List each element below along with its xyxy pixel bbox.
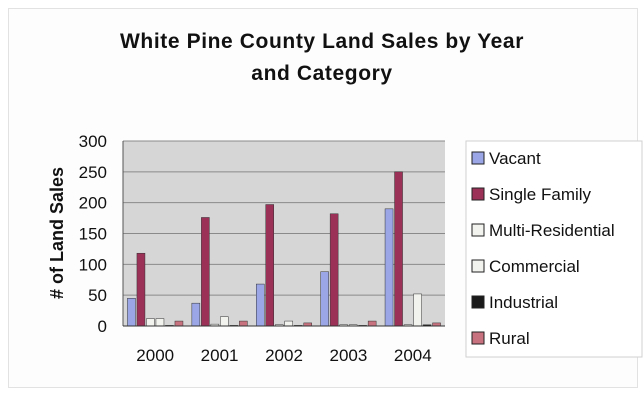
chart-title-line-2: and Category [251, 62, 393, 85]
legend-swatch [471, 223, 485, 237]
y-tick-label: 0 [98, 317, 107, 336]
bars [127, 171, 441, 327]
x-tick-label: 2002 [265, 346, 303, 365]
bar-vacant-2000 [127, 298, 136, 327]
x-tick-label: 2003 [329, 346, 367, 365]
x-tick-label: 2004 [394, 346, 432, 365]
bar-single-family-2002 [265, 204, 274, 327]
x-tick-labels: 2000 2001 2002 2003 2004 [136, 346, 431, 365]
y-tick-label: 50 [88, 286, 107, 305]
bar-vacant-2002 [256, 283, 265, 327]
bar-multi-residential-2000 [146, 318, 155, 327]
legend-swatch [471, 259, 485, 273]
bar-rural-2000 [174, 320, 184, 327]
legend: Vacant Single Family Multi-Residential Comm… [465, 140, 643, 358]
axes [122, 141, 445, 327]
bar-commercial-2000 [155, 318, 165, 327]
legend-label: Single Family [489, 185, 592, 204]
legend-label: Vacant [489, 149, 541, 168]
legend-swatch [471, 331, 485, 345]
bar-single-family-2000 [136, 252, 146, 327]
legend-label: Multi-Residential [489, 221, 615, 240]
bar-vacant-2003 [320, 271, 329, 327]
bar-commercial-2002 [284, 320, 293, 327]
legend-label: Rural [489, 329, 530, 348]
bar-rural-2001 [239, 320, 248, 327]
legend-swatch [471, 295, 485, 309]
legend-swatch [471, 151, 485, 165]
y-tick-label: 150 [79, 225, 107, 244]
bar-vacant-2004 [384, 208, 394, 327]
y-tick-label: 100 [79, 255, 107, 274]
legend-box [465, 140, 643, 358]
bar-vacant-2001 [191, 302, 201, 327]
y-tick-labels: 0 50 100 150 200 250 300 [79, 132, 107, 336]
x-tick-label: 2001 [201, 346, 239, 365]
bar-commercial-2004 [413, 293, 422, 327]
bar-commercial-2001 [220, 316, 229, 327]
bar-rural-2003 [367, 320, 377, 327]
y-tick-label: 200 [79, 194, 107, 213]
bar-single-family-2001 [201, 217, 210, 327]
bar-single-family-2004 [394, 171, 403, 327]
chart-title-line-1: White Pine County Land Sales by Year [120, 30, 524, 53]
y-tick-label: 300 [79, 132, 107, 151]
legend-swatch [471, 187, 485, 201]
y-tick-label: 250 [79, 163, 107, 182]
x-tick-label: 2000 [136, 346, 174, 365]
bar-single-family-2003 [329, 213, 339, 327]
legend-label: Commercial [489, 257, 580, 276]
legend-label: Industrial [489, 293, 558, 312]
y-axis-label: # of Land Sales [47, 167, 67, 299]
